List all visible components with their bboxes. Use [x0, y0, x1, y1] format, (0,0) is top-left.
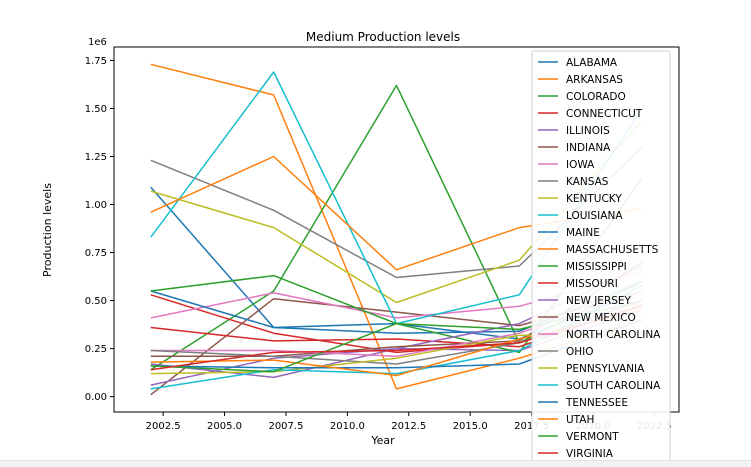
- legend-label: NORTH CAROLINA: [566, 329, 661, 341]
- legend-label: NEW MEXICO: [566, 312, 636, 324]
- axes-frame: [113, 46, 680, 413]
- y-tick-label: 0.75: [85, 248, 107, 259]
- legend-label: KANSAS: [566, 176, 609, 188]
- legend-label: CONNECTICUT: [566, 108, 643, 120]
- legend-label: VIRGINIA: [566, 448, 614, 460]
- x-tick-label: 2015.0: [453, 421, 488, 432]
- y-tick-label: 0.50: [85, 296, 107, 307]
- x-tick-label: 2005.0: [207, 421, 242, 432]
- legend-label: MISSOURI: [566, 278, 618, 290]
- legend-label: TENNESSEE: [565, 397, 628, 409]
- y-tick-label: 1.75: [85, 56, 107, 67]
- x-tick-label: 2002.5: [146, 421, 181, 432]
- y-axis-label: Production levels: [41, 183, 54, 277]
- legend-label: MISSISSIPPI: [566, 261, 627, 273]
- legend-label: OHIO: [566, 346, 594, 358]
- legend-label: IOWA: [566, 159, 595, 171]
- x-tick-label: 2010.0: [330, 421, 365, 432]
- legend-label: ILLINOIS: [566, 125, 610, 137]
- y-tick-label: 1.25: [85, 152, 107, 163]
- legend: ALABAMA ARKANSAS COLORADO CONNECTICUT ILLINO…: [531, 50, 671, 466]
- legend-label: ARKANSAS: [566, 74, 623, 86]
- y-axis-ticks: 0.00 0.25 0.50 0.75 1.00 1.25 1.50 1.75: [85, 56, 114, 403]
- y-tick-label: 1.50: [85, 104, 107, 115]
- y-multiplier-label: 1e6: [88, 37, 107, 48]
- y-tick-label: 0.00: [85, 392, 107, 403]
- legend-label: COLORADO: [566, 91, 626, 103]
- legend-label: MAINE: [566, 227, 600, 239]
- legend-label: UTAH: [566, 414, 594, 426]
- legend-label: PENNSYLVANIA: [566, 363, 645, 375]
- y-tick-label: 0.25: [85, 344, 107, 355]
- y-tick-label: 1.00: [85, 200, 107, 211]
- legend-label: MASSACHUSETTS: [566, 244, 659, 256]
- x-tick-label: 2012.5: [391, 421, 426, 432]
- x-axis-label: Year: [370, 434, 395, 447]
- legend-label: VERMONT: [566, 431, 619, 443]
- chart-title: Medium Production levels: [306, 30, 460, 44]
- legend-box: [531, 50, 671, 466]
- legend-label: LOUISIANA: [566, 210, 623, 222]
- x-tick-label: 2007.5: [268, 421, 303, 432]
- legend-label: ALABAMA: [566, 57, 618, 69]
- legend-label: SOUTH CAROLINA: [566, 380, 661, 392]
- legend-label: NEW JERSEY: [566, 295, 632, 307]
- window-bottom-edge: [0, 460, 751, 467]
- legend-label: KENTUCKY: [566, 193, 622, 205]
- legend-label: INDIANA: [566, 142, 611, 154]
